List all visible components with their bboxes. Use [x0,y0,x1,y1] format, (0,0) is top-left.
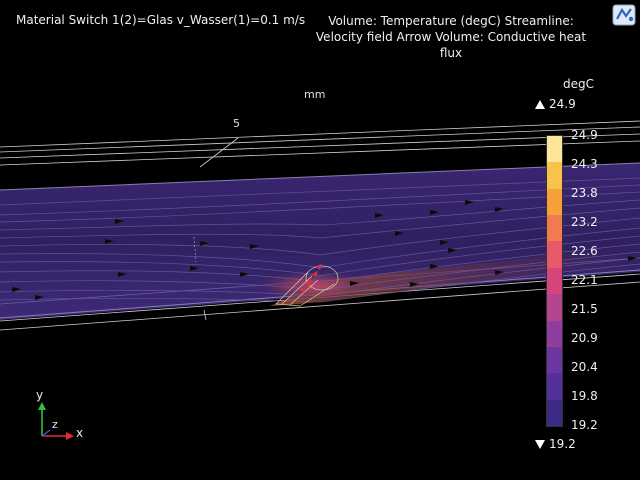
colorbar-tick-label: 19.8 [571,389,598,403]
axis-tick-label: 5 [233,117,240,130]
temperature-colorbar [546,135,563,427]
colorbar-segment [547,162,562,190]
min-triangle-icon [535,440,545,449]
colorbar-segment [547,373,562,401]
colorbar-segment [547,136,562,163]
colorbar-tick-label: 19.2 [571,418,598,432]
colorbar-tick-label: 22.1 [571,273,598,287]
colorbar-min-value: 19.2 [549,437,576,451]
comsol-logo-icon [612,4,636,26]
triad-x-label: x [76,426,84,440]
plot-title: Material Switch 1(2)=Glas v_Wasser(1)=0.… [16,13,306,27]
triad-z-label: z [52,418,58,431]
arrow-glyphs [11,199,638,301]
colorbar-segment [547,399,562,427]
axis-triad [38,402,74,440]
colorbar-tick-label: 24.9 [571,128,598,142]
plot-description: Volume: Temperature (degC) Streamline: V… [315,14,587,60]
colorbar-segment [547,215,562,242]
colorbar-segment [547,346,562,374]
colorbar-tick-label: 22.6 [571,244,598,258]
colorbar-tick-label: 23.8 [571,186,598,200]
colorbar-tick-label: 20.4 [571,360,598,374]
colorbar-segment [547,267,562,295]
colorbar-segment [547,294,562,322]
colorbar-tick-label: 21.5 [571,302,598,316]
triad-y-label: y [36,388,44,402]
colorbar-unit: degC [563,77,594,91]
colorbar-tick-label: 23.2 [571,215,598,229]
colorbar-tick-label: 20.9 [571,331,598,345]
colorbar-tick-label: 24.3 [571,157,598,171]
colorbar-min: 19.2 [535,437,576,451]
colorbar-max: 24.9 [535,97,576,111]
max-triangle-icon [535,100,545,109]
hotspot-arrows [300,264,322,293]
length-units: mm [304,88,326,101]
colorbar-max-value: 24.9 [549,97,576,111]
streamlines [0,184,640,303]
colorbar-segment [547,320,562,348]
colorbar-segment [547,241,562,269]
colorbar-segment [547,188,562,216]
